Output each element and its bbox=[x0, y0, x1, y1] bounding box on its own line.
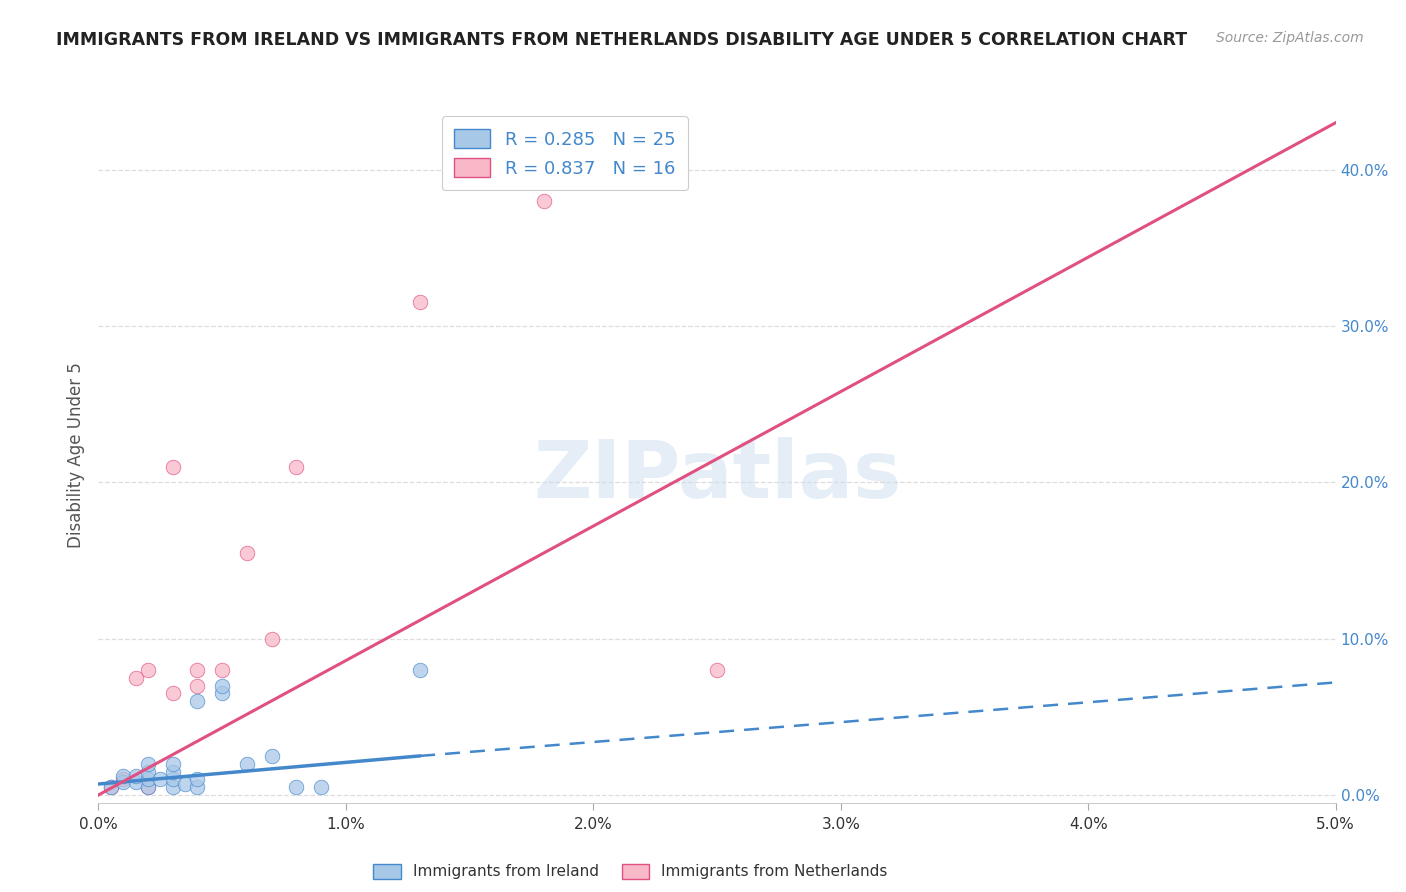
Point bbox=[124, 769, 146, 783]
Point bbox=[409, 663, 432, 677]
Point bbox=[174, 777, 197, 791]
Point bbox=[162, 764, 184, 779]
Point bbox=[136, 663, 159, 677]
Point bbox=[285, 459, 308, 474]
Point bbox=[409, 295, 432, 310]
Point bbox=[309, 780, 332, 794]
Point bbox=[100, 780, 122, 794]
Text: IMMIGRANTS FROM IRELAND VS IMMIGRANTS FROM NETHERLANDS DISABILITY AGE UNDER 5 CO: IMMIGRANTS FROM IRELAND VS IMMIGRANTS FR… bbox=[56, 31, 1187, 49]
Point bbox=[136, 756, 159, 771]
Point bbox=[100, 780, 122, 794]
Point bbox=[136, 764, 159, 779]
Point bbox=[162, 686, 184, 700]
Point bbox=[124, 671, 146, 685]
Point bbox=[706, 663, 728, 677]
Point bbox=[186, 780, 208, 794]
Point bbox=[136, 772, 159, 787]
Point bbox=[186, 663, 208, 677]
Point bbox=[236, 546, 259, 560]
Point bbox=[211, 679, 233, 693]
Point bbox=[186, 694, 208, 708]
Point bbox=[162, 780, 184, 794]
Point bbox=[136, 780, 159, 794]
Point bbox=[211, 686, 233, 700]
Point bbox=[112, 769, 135, 783]
Point bbox=[186, 772, 208, 787]
Point bbox=[236, 756, 259, 771]
Point bbox=[186, 679, 208, 693]
Point bbox=[112, 772, 135, 787]
Point bbox=[285, 780, 308, 794]
Point bbox=[162, 459, 184, 474]
Point bbox=[260, 748, 283, 763]
Y-axis label: Disability Age Under 5: Disability Age Under 5 bbox=[66, 362, 84, 548]
Point bbox=[162, 772, 184, 787]
Text: Source: ZipAtlas.com: Source: ZipAtlas.com bbox=[1216, 31, 1364, 45]
Point bbox=[260, 632, 283, 646]
Point bbox=[124, 775, 146, 789]
Text: ZIPatlas: ZIPatlas bbox=[533, 437, 901, 515]
Point bbox=[211, 663, 233, 677]
Point bbox=[136, 780, 159, 794]
Point bbox=[162, 756, 184, 771]
Legend: Immigrants from Ireland, Immigrants from Netherlands: Immigrants from Ireland, Immigrants from… bbox=[367, 858, 894, 886]
Point bbox=[149, 772, 172, 787]
Point bbox=[533, 194, 555, 208]
Point bbox=[112, 775, 135, 789]
